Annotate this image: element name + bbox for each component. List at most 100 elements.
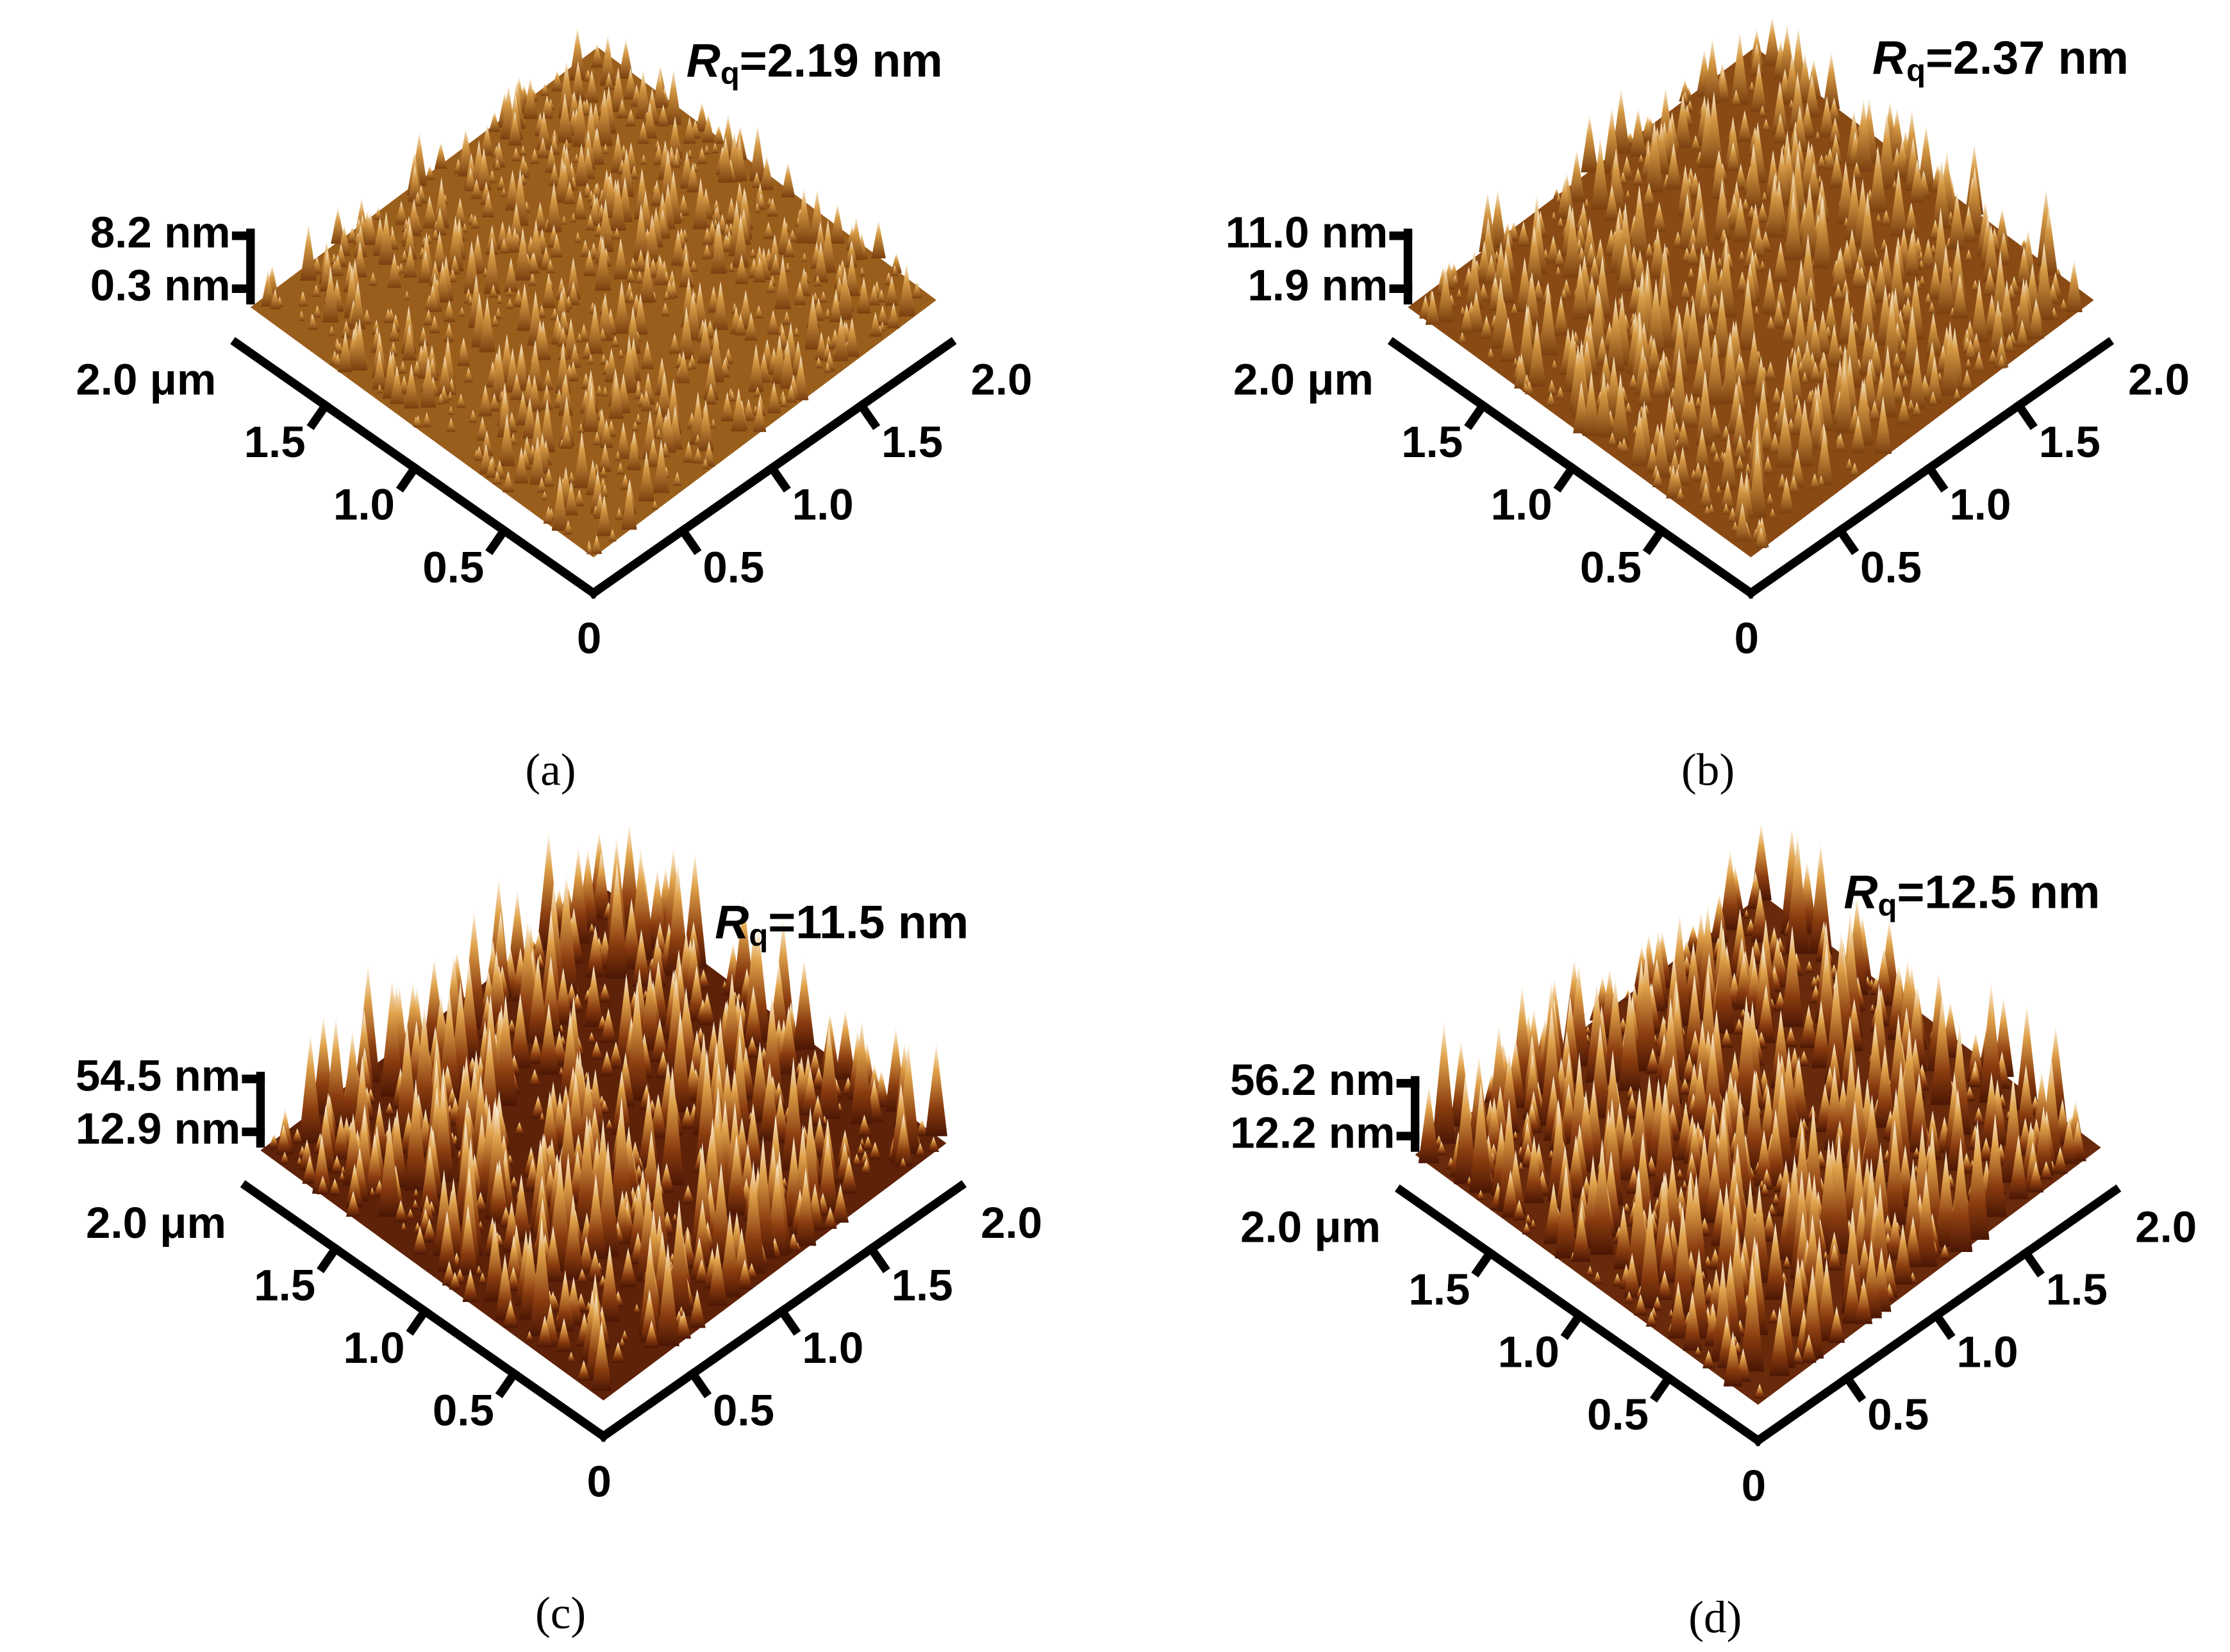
surface-peak [1928, 391, 1938, 406]
surface-peak [619, 1247, 637, 1287]
surface-peak [608, 1041, 624, 1069]
surface-peak [1526, 225, 1544, 286]
surface-peak [567, 472, 576, 483]
x-tick-label: 1.0 [1498, 1327, 1560, 1377]
surface-peak [551, 70, 563, 92]
surface-peak [475, 1265, 483, 1276]
surface-peak [1642, 183, 1656, 206]
surface-peak [733, 213, 749, 268]
surface-peak [1713, 289, 1731, 357]
surface-peak [312, 1134, 331, 1194]
surface-peak [462, 1269, 479, 1302]
surface-peak [1733, 1018, 1745, 1035]
surface-peak [1824, 969, 1848, 1084]
surface-peak [647, 869, 668, 949]
surface-peak [503, 1299, 518, 1328]
tick [1553, 462, 1579, 493]
surface-peak [412, 1226, 428, 1255]
surface-peak [1690, 1061, 1711, 1130]
surface-peak [1683, 974, 1706, 1061]
surface-peak [1882, 294, 1901, 369]
surface-peak [474, 446, 484, 462]
surface-peak [1915, 1170, 1938, 1267]
x-tick-label: 1.0 [344, 1322, 405, 1372]
surface-peak [1765, 316, 1776, 331]
surface-peak [537, 137, 549, 158]
surface-peak [1861, 1094, 1883, 1177]
surface-peak [1940, 321, 1960, 396]
surface-peak [597, 292, 613, 341]
surface-peak [420, 356, 437, 408]
surface-peak [1747, 440, 1767, 518]
surface-peak [1731, 403, 1748, 449]
surface-peak [1970, 279, 1988, 342]
surface-peak [737, 1258, 753, 1290]
surface-peak [1756, 203, 1768, 223]
surface-peak [877, 289, 886, 303]
surface-peak [1703, 38, 1722, 104]
surface-peak [1743, 1069, 1766, 1170]
surface-peak [785, 384, 797, 403]
surface-peak [2028, 298, 2044, 339]
tick [1649, 1372, 1675, 1403]
surface-peak [859, 267, 865, 276]
surface-peak [449, 1272, 462, 1290]
roughness-subscript: q [1906, 54, 1926, 88]
surface-peak [844, 253, 860, 296]
surface-peak [403, 223, 417, 260]
panel-caption: (d) [1688, 1592, 1742, 1643]
surface-peak [1645, 1047, 1660, 1074]
surface-peak [823, 1206, 837, 1229]
surface-peak [829, 294, 843, 322]
surface-peak [574, 232, 582, 243]
surface-peak [678, 194, 690, 216]
surface-peak [1965, 339, 1977, 360]
surface-peak [542, 369, 554, 390]
surface-peak [1697, 464, 1712, 497]
surface-peak [383, 308, 393, 323]
surface-peak [1800, 1005, 1818, 1048]
surface-peak [599, 1099, 610, 1114]
surface-peak [692, 177, 709, 229]
surface-peak [1754, 1130, 1774, 1187]
surface-peak [1501, 222, 1515, 250]
surface-peak [694, 1258, 709, 1283]
surface-peak [385, 1102, 395, 1115]
surface-peak [1666, 464, 1681, 499]
surface-peak [499, 413, 515, 467]
surface-peak [1822, 52, 1840, 110]
surface-peak [1566, 1135, 1586, 1198]
surface-peak [633, 293, 648, 335]
surface-peak [496, 295, 503, 304]
y-tick-label: 1.5 [892, 1260, 953, 1310]
surface-peak [1760, 1183, 1770, 1196]
tick [317, 1242, 342, 1274]
surface-peak [482, 192, 495, 218]
surface-peak [1784, 1026, 1797, 1047]
surface-peak [1881, 210, 1892, 225]
surface-peak [492, 141, 506, 168]
surface-peak [1591, 137, 1610, 210]
surface-peak [1792, 1347, 1804, 1364]
surface-peak [1540, 1006, 1564, 1126]
surface-peak [560, 424, 573, 449]
surface-peak [1779, 476, 1794, 513]
surface-peak [795, 1167, 817, 1246]
surface-peak [1854, 1278, 1873, 1324]
surface-peak [625, 981, 649, 1101]
surface-peak [1617, 243, 1634, 292]
surface-peak [1708, 441, 1718, 455]
tick [855, 399, 881, 430]
surface-peak [408, 164, 422, 203]
surface-peak [728, 390, 736, 401]
surface-peak [1925, 312, 1942, 356]
surface-peak [1927, 301, 1936, 314]
surface-peak [745, 1036, 759, 1058]
surface-peak [1715, 485, 1722, 495]
surface-peak [651, 500, 658, 510]
afm-panel: 0.5 1.0 1.5 2.0 μm 0.5 1.0 1.5 2.0 0 56.2 nm12.2 … [1230, 822, 2197, 1643]
surface-peak [453, 197, 467, 228]
surface-peak [795, 187, 813, 244]
surface-peak [508, 110, 522, 146]
